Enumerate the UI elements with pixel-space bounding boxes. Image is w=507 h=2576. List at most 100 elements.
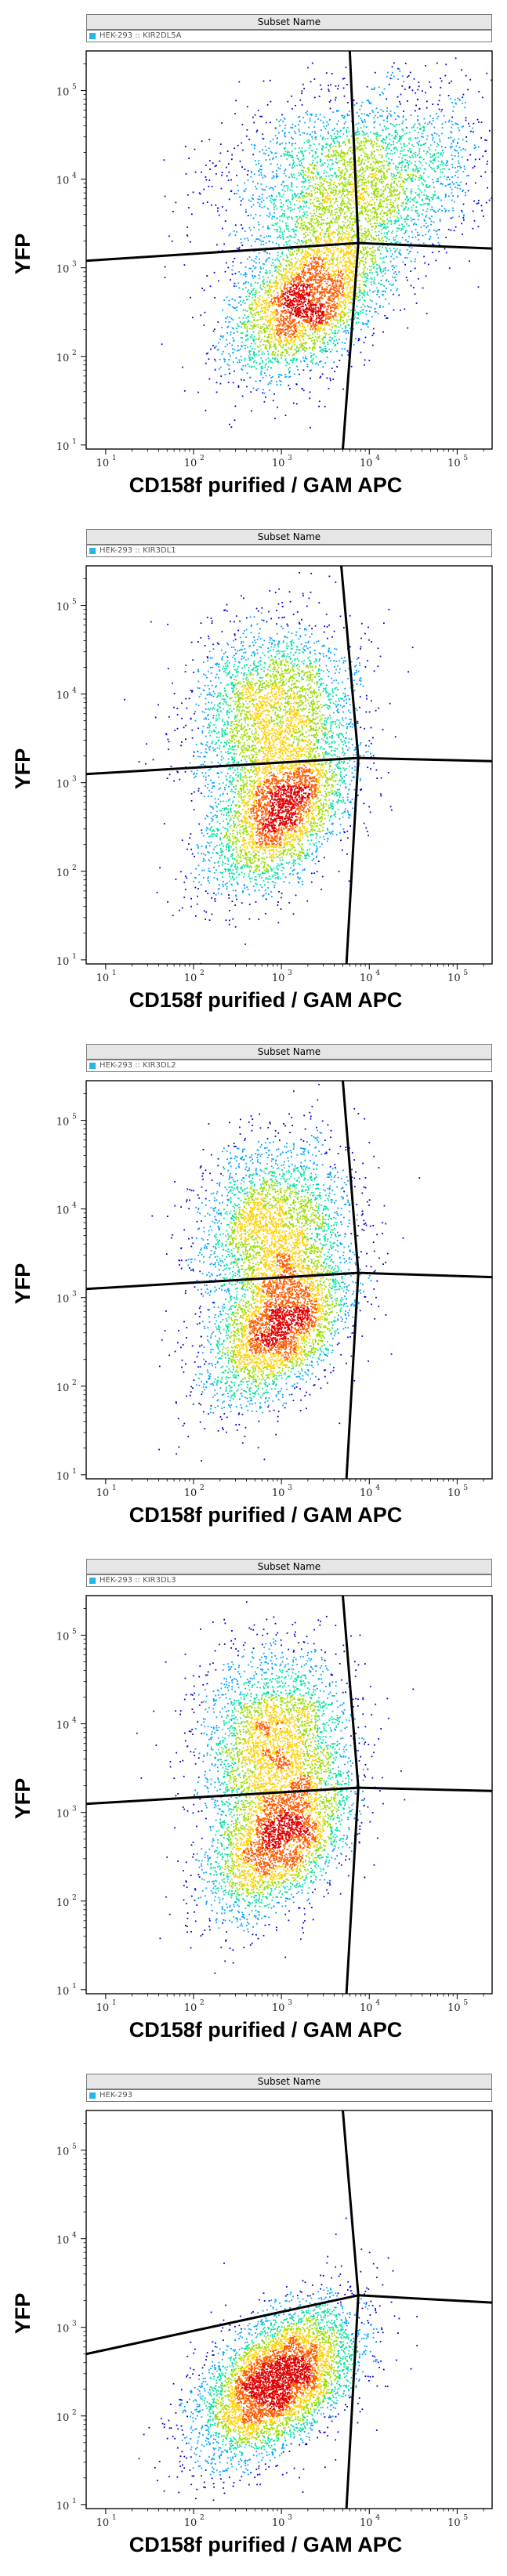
event-dot — [360, 259, 363, 262]
event-dot — [386, 226, 389, 228]
event-dot — [447, 95, 450, 96]
event-dot — [274, 259, 277, 261]
event-dot — [231, 298, 234, 300]
event-dot — [304, 253, 306, 255]
event-dot — [339, 321, 342, 322]
event-dot — [320, 119, 322, 121]
event-dot — [239, 361, 241, 363]
event-dot — [343, 122, 346, 125]
event-dot — [319, 350, 321, 352]
event-dot — [327, 143, 329, 146]
event-dot — [257, 326, 259, 328]
event-dot — [318, 201, 320, 202]
event-dot — [276, 208, 278, 210]
event-dot — [371, 284, 373, 285]
event-dot — [277, 281, 279, 284]
event-dot — [304, 251, 306, 253]
event-dot — [358, 288, 360, 291]
event-dot — [450, 147, 452, 149]
event-dot — [268, 147, 270, 150]
event-dot — [290, 346, 292, 349]
event-dot — [309, 337, 311, 339]
event-dot — [392, 205, 394, 206]
event-dot — [353, 235, 354, 237]
event-dot — [281, 252, 283, 255]
event-dot — [338, 167, 339, 169]
event-dot — [363, 273, 365, 274]
event-dot — [386, 200, 388, 201]
event-dot — [389, 111, 392, 112]
event-dot — [416, 154, 418, 156]
event-dot — [353, 168, 354, 170]
event-dot — [357, 180, 359, 183]
event-dot — [273, 176, 275, 179]
event-dot — [329, 145, 331, 147]
event-dot — [327, 343, 329, 346]
event-dot — [229, 304, 231, 306]
event-dot — [398, 172, 400, 174]
event-dot — [342, 233, 343, 235]
event-dot — [325, 350, 327, 353]
event-dot — [448, 119, 451, 121]
event-dot — [376, 268, 378, 270]
event-dot — [261, 308, 263, 310]
event-dot — [266, 197, 268, 199]
event-dot — [267, 383, 270, 386]
event-dot — [433, 132, 436, 134]
event-dot — [236, 174, 237, 176]
event-dot — [326, 228, 328, 230]
event-dot — [360, 252, 363, 255]
event-dot — [310, 223, 312, 225]
event-dot — [206, 275, 208, 277]
event-dot — [245, 135, 248, 137]
event-dot — [306, 201, 308, 204]
event-dot — [309, 120, 311, 122]
event-dot — [365, 114, 368, 117]
event-dot — [320, 349, 322, 351]
event-dot — [289, 251, 291, 253]
event-dot — [332, 139, 335, 142]
event-dot — [374, 290, 376, 292]
event-dot — [368, 266, 371, 268]
event-dot — [310, 338, 312, 339]
event-dot — [338, 110, 339, 112]
event-dot — [301, 241, 303, 242]
event-dot — [421, 198, 423, 201]
event-dot — [237, 282, 240, 284]
event-dot — [302, 255, 304, 258]
event-dot — [324, 200, 326, 202]
event-dot — [340, 238, 342, 241]
event-dot — [373, 277, 375, 279]
event-dot — [282, 204, 284, 206]
event-dot — [334, 202, 335, 204]
event-dot — [257, 311, 259, 313]
event-dot — [342, 200, 345, 202]
event-dot — [339, 190, 341, 193]
event-dot — [302, 166, 305, 168]
event-dot — [251, 292, 253, 294]
event-dot — [341, 182, 343, 183]
event-dot — [304, 202, 306, 204]
event-dot — [462, 190, 463, 193]
event-dot — [316, 208, 317, 210]
event-dot — [267, 335, 270, 338]
event-dot — [289, 164, 291, 166]
event-dot — [371, 208, 374, 210]
event-dot — [330, 212, 332, 215]
event-dot — [408, 156, 411, 158]
event-dot — [277, 137, 278, 139]
event-dot — [340, 252, 342, 254]
event-dot — [365, 139, 368, 141]
event-dot — [363, 342, 365, 343]
event-dot — [331, 326, 333, 328]
event-dot — [321, 191, 324, 194]
event-dot — [298, 158, 299, 161]
event-dot — [273, 157, 274, 159]
event-dot — [244, 287, 247, 289]
event-dot — [396, 194, 398, 197]
event-dot — [375, 211, 377, 213]
event-dot — [265, 289, 267, 292]
event-dot — [283, 185, 285, 187]
event-dot — [333, 361, 335, 363]
event-dot — [275, 156, 277, 158]
